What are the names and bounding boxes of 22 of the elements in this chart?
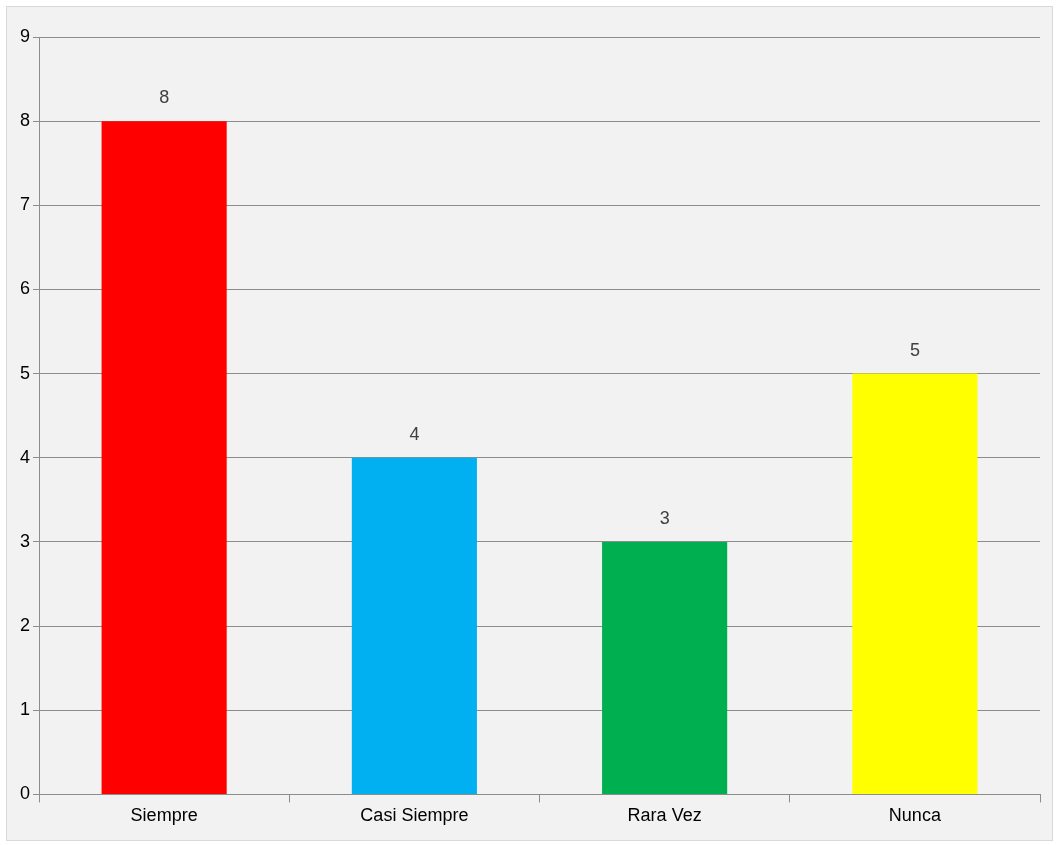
bar <box>351 457 477 794</box>
y-tick-label: 9 <box>20 25 31 46</box>
x-tick-label: Casi Siempre <box>360 805 469 826</box>
y-tick-label: 2 <box>20 615 31 636</box>
bar <box>101 121 227 794</box>
data-label: 5 <box>909 339 920 360</box>
y-tick-label: 6 <box>20 278 31 299</box>
y-tick-label: 1 <box>20 699 31 720</box>
y-tick-label: 8 <box>20 110 31 131</box>
data-label: 4 <box>409 423 420 444</box>
bar <box>602 541 728 794</box>
x-tick-label: Siempre <box>130 805 198 826</box>
data-label: 3 <box>659 507 670 528</box>
y-tick-label: 7 <box>20 194 31 215</box>
y-tick-label: 0 <box>20 783 31 804</box>
x-tick-label: Rara Vez <box>627 805 702 826</box>
y-tick-label: 3 <box>20 530 31 551</box>
x-tick-label: Nunca <box>888 805 942 826</box>
data-label: 8 <box>159 87 170 108</box>
bar <box>852 373 978 794</box>
y-tick-label: 4 <box>20 446 31 467</box>
y-tick-label: 5 <box>20 362 31 383</box>
